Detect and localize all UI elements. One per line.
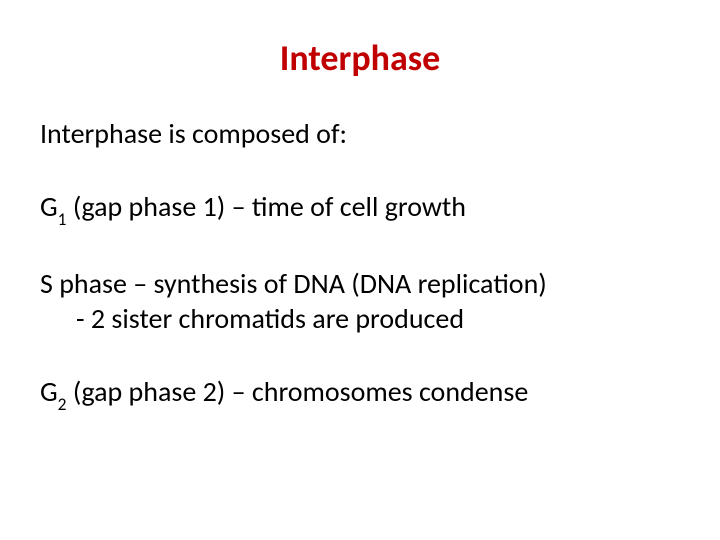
g1-prefix: G xyxy=(40,189,58,224)
g1-rest: (gap phase 1) – time of cell growth xyxy=(66,189,466,224)
g1-line: G1 (gap phase 1) – time of cell growth xyxy=(40,189,680,228)
s-phase-line-2: - 2 sister chromatids are produced xyxy=(40,301,680,336)
s-phase-line-1: S phase – synthesis of DNA (DNA replicat… xyxy=(40,266,680,301)
g2-prefix: G xyxy=(40,374,58,409)
g2-subscript: 2 xyxy=(58,393,67,415)
g1-subscript: 1 xyxy=(58,208,67,230)
g2-rest: (gap phase 2) – chromosomes condense xyxy=(66,374,528,409)
g2-line: G2 (gap phase 2) – chromosomes condense xyxy=(40,374,680,413)
intro-line: Interphase is composed of: xyxy=(40,116,680,151)
slide-title: Interphase xyxy=(40,36,680,80)
